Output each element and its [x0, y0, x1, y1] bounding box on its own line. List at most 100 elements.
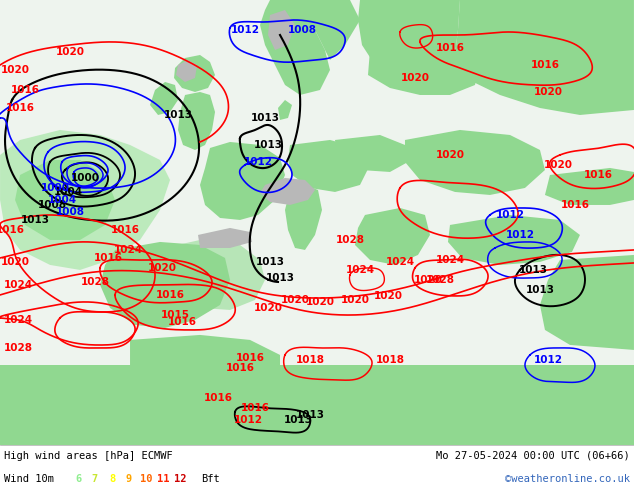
Text: 1020: 1020: [436, 150, 465, 160]
Polygon shape: [278, 100, 292, 120]
Text: 1020: 1020: [280, 295, 309, 305]
Text: 1013: 1013: [164, 110, 193, 120]
Polygon shape: [130, 335, 280, 370]
Text: 1016: 1016: [240, 403, 269, 413]
Polygon shape: [15, 160, 115, 240]
Polygon shape: [100, 242, 230, 328]
Text: 1024: 1024: [346, 265, 375, 275]
Text: 1020: 1020: [56, 47, 84, 57]
Text: 1015: 1015: [160, 310, 190, 320]
Polygon shape: [285, 185, 322, 250]
Text: 1020: 1020: [1, 257, 30, 267]
Text: 1016: 1016: [167, 317, 197, 327]
Text: 1020: 1020: [401, 73, 429, 83]
Polygon shape: [268, 10, 295, 50]
Text: 1013: 1013: [283, 415, 313, 425]
Text: High wind areas [hPa] ECMWF: High wind areas [hPa] ECMWF: [4, 451, 172, 461]
Text: 1000: 1000: [41, 183, 70, 193]
Polygon shape: [540, 255, 634, 350]
Text: 1028: 1028: [81, 277, 110, 287]
Polygon shape: [0, 130, 170, 270]
Text: 1016: 1016: [110, 225, 139, 235]
Text: 1016: 1016: [531, 60, 559, 70]
Text: 8: 8: [109, 474, 115, 484]
Text: 1024: 1024: [113, 245, 143, 255]
Text: 1013: 1013: [256, 257, 285, 267]
Text: 1020: 1020: [533, 87, 562, 97]
Text: 1020: 1020: [373, 291, 403, 301]
Polygon shape: [455, 0, 634, 115]
Polygon shape: [260, 178, 315, 205]
Text: 1018: 1018: [375, 355, 404, 365]
Text: 1020: 1020: [148, 263, 176, 273]
Text: 1012: 1012: [233, 415, 262, 425]
Polygon shape: [358, 0, 460, 85]
Text: 1004: 1004: [48, 195, 77, 205]
Text: 12: 12: [174, 474, 186, 484]
Text: 9: 9: [126, 474, 132, 484]
Polygon shape: [174, 55, 215, 92]
Polygon shape: [368, 45, 480, 95]
Text: 1013: 1013: [519, 265, 548, 275]
Polygon shape: [198, 228, 252, 248]
Text: 1016: 1016: [11, 85, 39, 95]
Text: 1016: 1016: [6, 103, 35, 113]
Text: 1008: 1008: [37, 200, 67, 210]
Text: 1028: 1028: [335, 235, 365, 245]
Text: ©weatheronline.co.uk: ©weatheronline.co.uk: [505, 474, 630, 484]
Text: 1020: 1020: [1, 65, 30, 75]
Text: 1012: 1012: [495, 210, 524, 220]
Text: 1000: 1000: [70, 173, 100, 183]
Text: 1020: 1020: [306, 297, 335, 307]
Text: 1008: 1008: [56, 207, 84, 217]
Polygon shape: [260, 0, 330, 95]
Text: 1028: 1028: [4, 343, 32, 353]
Text: 1024: 1024: [4, 280, 32, 290]
Polygon shape: [200, 142, 285, 220]
Text: 1012: 1012: [505, 230, 534, 240]
Text: 1013: 1013: [295, 410, 325, 420]
Text: 1016: 1016: [436, 43, 465, 53]
Text: 1016: 1016: [155, 290, 184, 300]
Text: 7: 7: [92, 474, 98, 484]
Text: 1016: 1016: [204, 393, 233, 403]
Text: 1013: 1013: [266, 273, 295, 283]
Text: 1013: 1013: [20, 215, 49, 225]
Text: 1020: 1020: [413, 275, 443, 285]
Text: 1016: 1016: [583, 170, 612, 180]
Polygon shape: [0, 365, 634, 445]
Text: 1020: 1020: [254, 303, 283, 313]
Polygon shape: [335, 135, 408, 172]
Text: 6: 6: [75, 474, 81, 484]
Text: 1013: 1013: [526, 285, 555, 295]
Polygon shape: [155, 240, 265, 310]
Polygon shape: [150, 82, 178, 115]
Polygon shape: [176, 60, 197, 82]
Text: 1016: 1016: [0, 225, 25, 235]
Text: 1024: 1024: [436, 255, 465, 265]
Text: 10: 10: [139, 474, 152, 484]
Polygon shape: [545, 168, 634, 205]
Polygon shape: [405, 130, 545, 195]
Polygon shape: [355, 208, 430, 265]
Text: 1024: 1024: [4, 315, 32, 325]
Polygon shape: [288, 140, 370, 192]
Text: 1013: 1013: [250, 113, 280, 123]
Text: 1016: 1016: [226, 363, 254, 373]
Text: 1008: 1008: [287, 25, 316, 35]
Polygon shape: [310, 0, 360, 60]
Polygon shape: [178, 92, 215, 150]
Text: 1020: 1020: [340, 295, 370, 305]
Text: Bft: Bft: [201, 474, 220, 484]
Text: 1016: 1016: [94, 253, 122, 263]
Text: 1016: 1016: [560, 200, 590, 210]
Text: 1013: 1013: [254, 140, 283, 150]
Text: 1012: 1012: [533, 355, 562, 365]
Polygon shape: [448, 215, 580, 265]
Text: 1020: 1020: [543, 160, 573, 170]
Text: 1012: 1012: [231, 25, 259, 35]
Text: Mo 27-05-2024 00:00 UTC (06+66): Mo 27-05-2024 00:00 UTC (06+66): [436, 451, 630, 461]
Text: 1018: 1018: [295, 355, 325, 365]
Text: 11: 11: [157, 474, 169, 484]
Text: 1012: 1012: [243, 157, 273, 167]
